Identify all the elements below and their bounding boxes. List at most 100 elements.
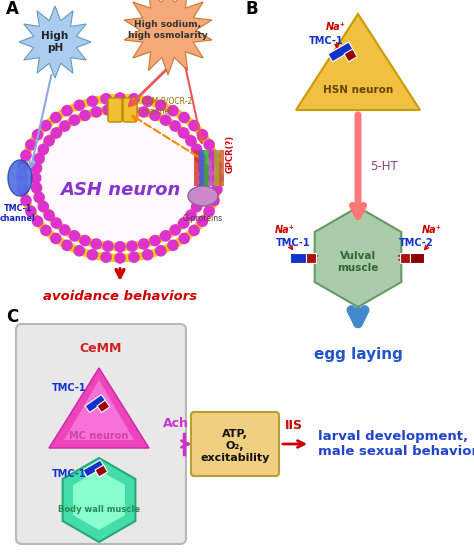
- Bar: [306, 253, 316, 263]
- Polygon shape: [73, 470, 125, 530]
- Bar: [410, 253, 424, 263]
- Text: High sodium,
high osmolarity: High sodium, high osmolarity: [128, 20, 208, 40]
- FancyBboxPatch shape: [108, 98, 122, 122]
- Circle shape: [138, 106, 149, 118]
- Circle shape: [100, 252, 112, 263]
- Circle shape: [195, 153, 207, 164]
- Circle shape: [73, 100, 85, 111]
- Text: G-proteins: G-proteins: [183, 214, 223, 223]
- Circle shape: [191, 144, 202, 155]
- Circle shape: [155, 100, 166, 111]
- Bar: [400, 253, 410, 263]
- Text: avoidance behaviors: avoidance behaviors: [43, 290, 197, 303]
- Polygon shape: [315, 207, 401, 307]
- Text: HSN neuron: HSN neuron: [323, 85, 393, 95]
- Bar: [290, 253, 314, 263]
- Circle shape: [17, 184, 29, 195]
- Circle shape: [212, 172, 224, 184]
- Polygon shape: [124, 0, 212, 75]
- Circle shape: [178, 233, 190, 244]
- Bar: [95, 465, 108, 477]
- Circle shape: [16, 180, 28, 192]
- Polygon shape: [63, 458, 136, 542]
- Circle shape: [169, 224, 181, 236]
- Text: Na⁺: Na⁺: [326, 22, 346, 32]
- Bar: [97, 400, 110, 413]
- Circle shape: [160, 230, 172, 242]
- Ellipse shape: [8, 160, 32, 196]
- Circle shape: [167, 239, 179, 251]
- Circle shape: [188, 120, 200, 132]
- Circle shape: [155, 245, 166, 257]
- Circle shape: [31, 163, 42, 174]
- Circle shape: [16, 164, 28, 176]
- Circle shape: [203, 139, 215, 150]
- Text: B: B: [246, 0, 259, 18]
- Circle shape: [198, 182, 209, 194]
- Circle shape: [91, 238, 102, 250]
- Circle shape: [100, 93, 112, 105]
- Text: TMC-1: TMC-1: [52, 383, 87, 393]
- Circle shape: [31, 182, 42, 194]
- Circle shape: [126, 104, 138, 116]
- Text: GPCR(?): GPCR(?): [226, 135, 235, 173]
- Circle shape: [142, 249, 154, 260]
- Circle shape: [208, 150, 220, 161]
- Circle shape: [185, 135, 197, 147]
- Circle shape: [33, 191, 45, 203]
- Circle shape: [30, 172, 42, 184]
- Circle shape: [37, 201, 49, 212]
- Text: ATP,
O₂,
excitability: ATP, O₂, excitability: [201, 429, 270, 463]
- Text: OSM-9/OCR-2
channel: OSM-9/OCR-2 channel: [142, 96, 193, 116]
- Circle shape: [32, 216, 43, 227]
- Circle shape: [25, 205, 36, 217]
- Bar: [199, 150, 204, 186]
- Circle shape: [69, 114, 80, 126]
- Text: MC neuron: MC neuron: [69, 431, 128, 441]
- Circle shape: [149, 109, 161, 121]
- Text: IIS: IIS: [285, 419, 303, 432]
- Bar: [344, 49, 357, 62]
- FancyBboxPatch shape: [16, 324, 186, 544]
- Ellipse shape: [36, 112, 204, 244]
- Bar: [209, 150, 214, 186]
- Circle shape: [211, 161, 223, 173]
- Circle shape: [102, 241, 114, 252]
- Circle shape: [59, 224, 71, 236]
- Circle shape: [20, 195, 32, 206]
- Bar: [219, 150, 224, 186]
- Circle shape: [33, 153, 45, 164]
- Circle shape: [43, 135, 55, 147]
- Circle shape: [114, 252, 126, 264]
- Circle shape: [50, 112, 62, 123]
- Bar: [83, 460, 104, 477]
- Circle shape: [102, 104, 114, 116]
- FancyBboxPatch shape: [191, 412, 279, 476]
- Bar: [85, 394, 106, 413]
- Circle shape: [61, 105, 73, 117]
- Text: TMC-1
channel: TMC-1 channel: [0, 204, 36, 223]
- Circle shape: [198, 163, 209, 174]
- Text: Na⁺: Na⁺: [275, 225, 295, 235]
- Text: TMC-1: TMC-1: [52, 469, 87, 479]
- Circle shape: [185, 210, 197, 221]
- Circle shape: [126, 241, 138, 252]
- Text: Vulval
muscle: Vulval muscle: [337, 251, 379, 273]
- Circle shape: [43, 210, 55, 221]
- Text: egg laying: egg laying: [314, 347, 402, 362]
- Text: TMC-1: TMC-1: [309, 36, 343, 46]
- Text: TMC-1: TMC-1: [276, 238, 310, 248]
- Circle shape: [25, 139, 36, 150]
- Text: larval development,
male sexual behavior: larval development, male sexual behavior: [318, 430, 474, 458]
- Bar: [194, 150, 199, 186]
- Circle shape: [211, 184, 223, 195]
- Circle shape: [178, 112, 190, 123]
- Circle shape: [178, 127, 190, 139]
- Text: Na⁺: Na⁺: [422, 225, 442, 235]
- Circle shape: [114, 92, 126, 104]
- Circle shape: [203, 205, 215, 217]
- Circle shape: [91, 106, 102, 118]
- Circle shape: [51, 217, 62, 229]
- Circle shape: [191, 201, 202, 212]
- Polygon shape: [19, 6, 91, 78]
